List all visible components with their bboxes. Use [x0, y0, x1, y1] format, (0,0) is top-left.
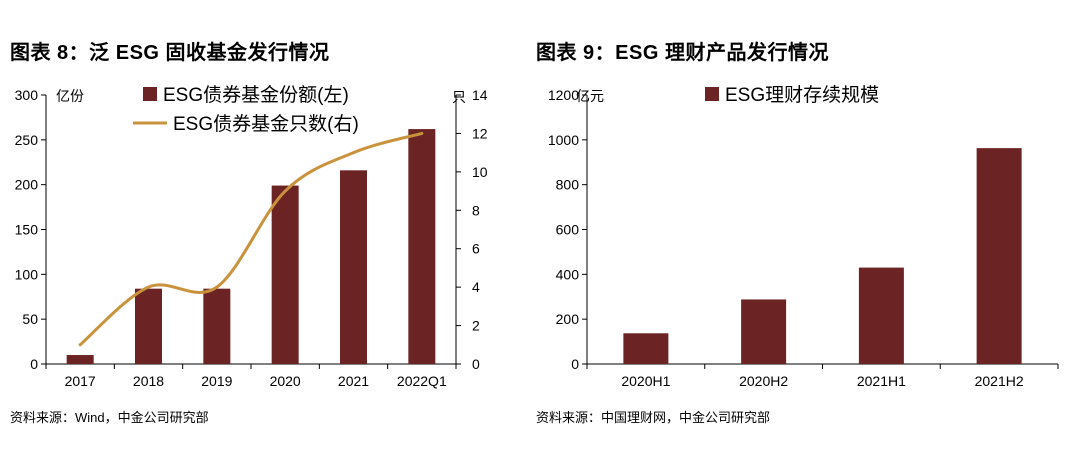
bar: [271, 185, 299, 364]
bar: [135, 288, 162, 364]
x-tick-label: 2019: [201, 373, 232, 389]
y-left-tick-label: 0: [571, 356, 579, 372]
y-left-tick-label: 1000: [548, 132, 579, 148]
figure-8-panel: 图表 8：泛 ESG 固收基金发行情况 0 50 100 150 200 250 300 亿份…: [10, 42, 488, 425]
legend-swatch-bar: [143, 87, 157, 101]
y-left-tick-label: 300: [15, 87, 39, 103]
figure-9-title: 图表 9：ESG 理财产品发行情况: [536, 42, 829, 64]
legend-label: ESG理财存续规模: [725, 84, 879, 106]
y-left-axis-label: 亿元: [576, 88, 604, 104]
x-tick-label: 2020: [270, 373, 301, 389]
y-left-axis-label: 亿份: [56, 88, 84, 104]
y-right-axis-label: 只: [452, 89, 466, 105]
bar: [623, 333, 669, 364]
bar: [858, 267, 904, 364]
legend-label: ESG债券基金只数(右): [173, 113, 359, 135]
y-left-tick-label: 0: [30, 356, 38, 372]
y-left-tick-label: 50: [22, 311, 38, 327]
bar: [203, 288, 231, 364]
y-right-tick-label: 10: [472, 164, 488, 180]
x-tick-label: 2018: [133, 373, 164, 389]
figure-8-source: 资料来源：Wind，中金公司研究部: [10, 410, 209, 425]
y-right-tick-label: 12: [472, 125, 488, 141]
x-tick-label: 2021H2: [975, 373, 1024, 389]
y-right-tick-label: 14: [472, 87, 488, 103]
x-tick-label: 2020H1: [621, 373, 670, 389]
y-left-tick-label: 100: [15, 266, 39, 282]
y-left-tick-label: 400: [556, 266, 580, 282]
x-tick-label: 2017: [65, 373, 96, 389]
bar: [976, 148, 1022, 364]
figure-8-title: 图表 8：泛 ESG 固收基金发行情况: [10, 42, 330, 64]
legend-swatch-bar: [705, 87, 719, 101]
figure-9-source: 资料来源：中国理财网，中金公司研究部: [536, 410, 771, 425]
bar: [66, 355, 94, 364]
y-right-tick-label: 8: [472, 202, 480, 218]
x-tick-label: 2021: [338, 373, 369, 389]
legend-label: ESG债券基金份额(左): [163, 84, 349, 106]
y-left-tick-label: 150: [15, 222, 39, 238]
y-left-tick-label: 600: [556, 222, 580, 238]
x-tick-label: 2020H2: [739, 373, 788, 389]
figure-8-chart: 0 50 100 150 200 250 300 亿份 0 2 4 6 8 10 12 14 只 2017 2018…: [15, 84, 488, 389]
y-right-tick-label: 2: [472, 318, 480, 334]
y-right-tick-label: 0: [472, 356, 480, 372]
x-tick-label: 2022Q1: [397, 373, 447, 389]
x-tick-label: 2021H1: [857, 373, 906, 389]
line-series: [78, 131, 424, 347]
y-right-tick-label: 4: [472, 279, 480, 295]
figure-9-panel: 图表 9：ESG 理财产品发行情况 0 200 400 600 800 1000 1200 亿…: [536, 0, 1080, 462]
y-left-tick-label: 800: [556, 177, 580, 193]
y-left-tick-label: 200: [556, 311, 580, 327]
bar: [741, 299, 787, 364]
y-left-tick-label: 250: [15, 132, 39, 148]
y-left-tick-label: 1200: [548, 87, 579, 103]
y-right-tick-label: 6: [472, 241, 480, 257]
y-left-tick-label: 200: [15, 177, 39, 193]
bar: [408, 129, 436, 364]
bar: [340, 170, 367, 364]
